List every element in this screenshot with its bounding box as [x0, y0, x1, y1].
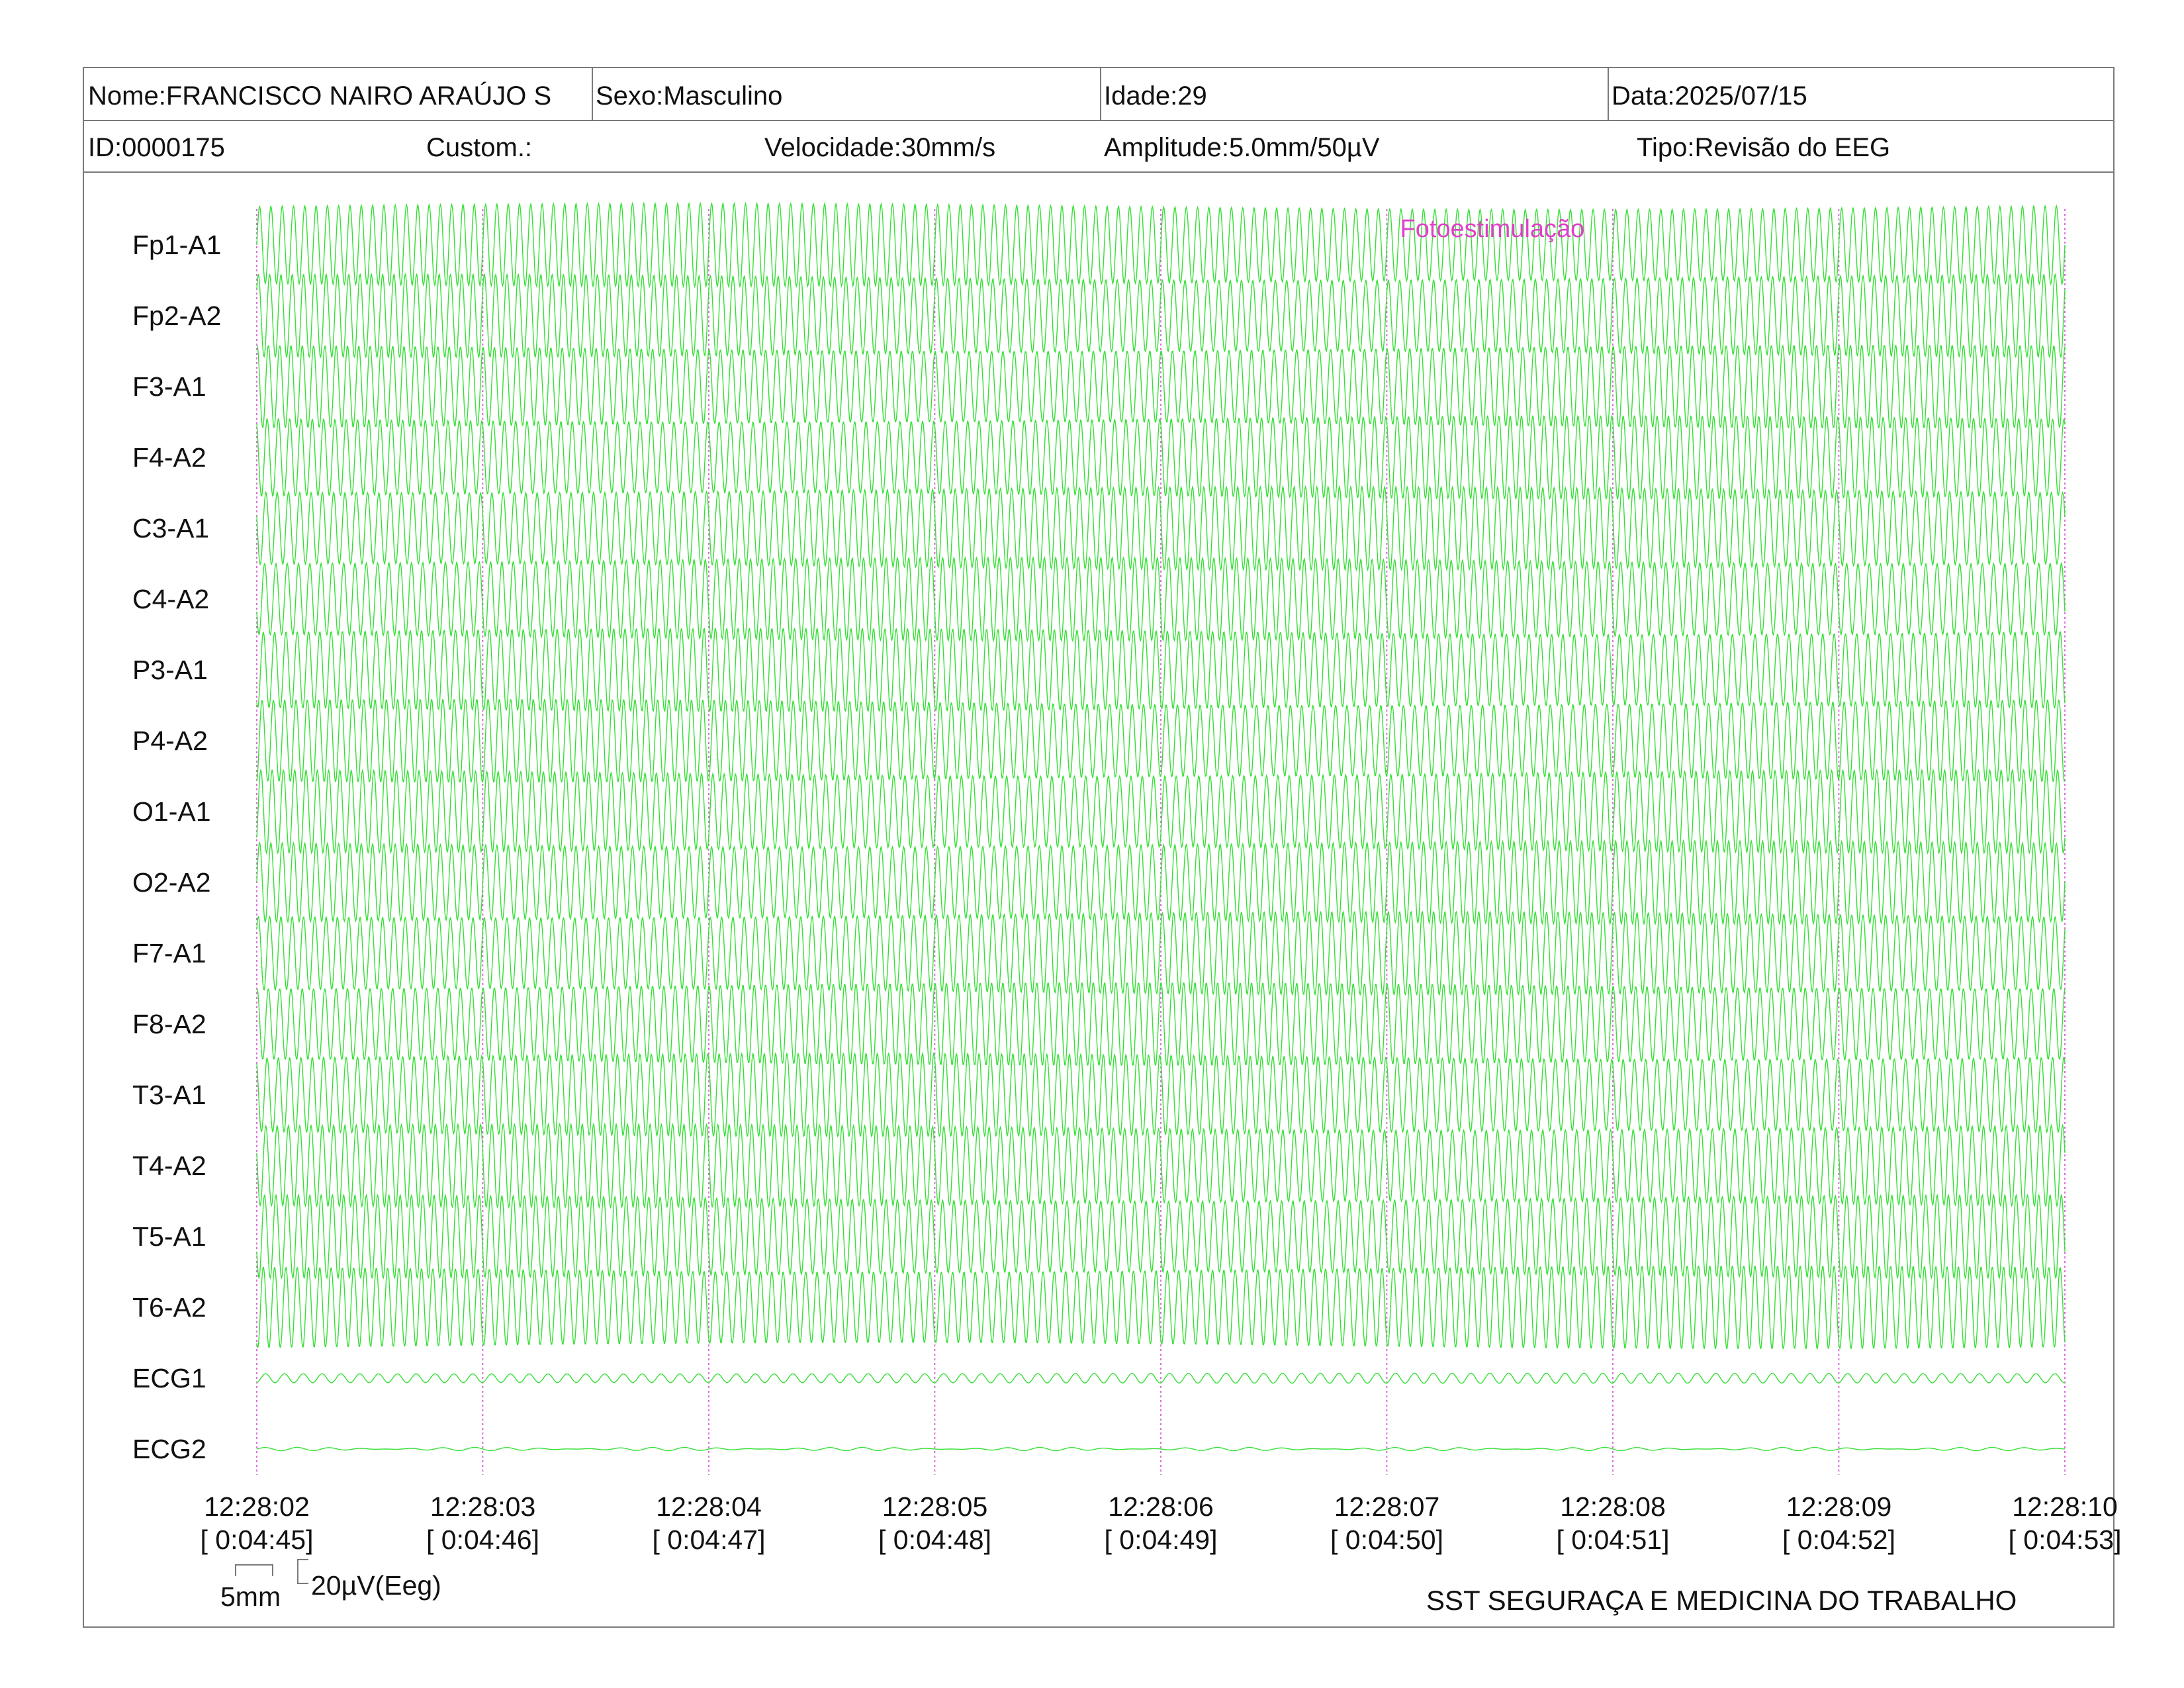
- channel-trace: [256, 628, 2066, 712]
- time-tick-clock: 12:28:07: [1334, 1491, 1440, 1522]
- header-divider-2: [84, 171, 2113, 173]
- channel-label: F3-A1: [132, 371, 206, 402]
- channel-trace: [256, 1265, 2066, 1350]
- channel-trace: [257, 982, 2066, 1066]
- time-tick-elapsed: [ 0:04:48]: [878, 1524, 991, 1555]
- channel-trace: [256, 1446, 2066, 1452]
- channel-trace: [256, 698, 2066, 783]
- time-tick-elapsed: [ 0:04:51]: [1557, 1524, 1670, 1555]
- channel-label: T6-A2: [132, 1292, 206, 1323]
- channel-label: F8-A2: [132, 1009, 206, 1039]
- time-tick-clock: 12:28:06: [1108, 1491, 1214, 1522]
- channel-label: P3-A1: [132, 655, 208, 685]
- channel-trace: [256, 414, 2066, 500]
- header-col-sep-2: [1100, 68, 1101, 121]
- channel-trace: [256, 1372, 2066, 1384]
- channel-trace: [256, 769, 2066, 855]
- annotations: Fotoestimulação: [1400, 215, 1585, 243]
- event-annotation: Fotoestimulação: [1400, 215, 1585, 243]
- channel-label: T5-A1: [132, 1221, 206, 1252]
- channel-label: F7-A1: [132, 938, 206, 968]
- patient-sex: Sexo:Masculino: [596, 81, 783, 111]
- time-tick-elapsed: [ 0:04:47]: [653, 1524, 766, 1555]
- channel-trace: [256, 345, 2066, 428]
- channel-trace: [256, 201, 2066, 289]
- channel-trace: [256, 273, 2066, 359]
- patient-name: Nome:FRANCISCO NAIRO ARAÚJO S: [88, 81, 552, 111]
- channel-trace: [256, 1194, 2066, 1280]
- channel-label: ECG1: [132, 1363, 206, 1393]
- time-tick-clock: 12:28:08: [1560, 1491, 1666, 1522]
- exam-date: Data:2025/07/15: [1612, 81, 1807, 111]
- channel-label: T4-A2: [132, 1150, 206, 1181]
- header-divider-1: [84, 120, 2113, 121]
- channel-label: C4-A2: [132, 584, 209, 614]
- time-tick-elapsed: [ 0:04:45]: [201, 1524, 314, 1555]
- time-tick-clock: 12:28:03: [430, 1491, 536, 1522]
- time-tick-elapsed: [ 0:04:50]: [1330, 1524, 1443, 1555]
- channel-trace: [256, 1052, 2066, 1138]
- time-tick-elapsed: [ 0:04:46]: [426, 1524, 539, 1555]
- channel-trace: [256, 1122, 2066, 1209]
- time-tick-clock: 12:28:04: [656, 1491, 762, 1522]
- time-tick-clock: 12:28:10: [2012, 1491, 2118, 1522]
- time-tick-clock: 12:28:09: [1786, 1491, 1892, 1522]
- patient-age: Idade:29: [1104, 81, 1207, 111]
- channel-labels: Fp1-A1 Fp2-A2 F3-A1 F4-A2 C3-A1 C4-A2 P3-A1 P4-…: [132, 230, 221, 1464]
- header-col-sep-1: [592, 68, 593, 121]
- channel-trace: [256, 910, 2066, 996]
- time-axis: 12:28:02[ 0:04:45] 12:28:03[ 0:04:46] 12:2…: [201, 1491, 2122, 1555]
- speed-setting: Velocidade:30mm/s: [764, 133, 996, 162]
- time-scale-bracket: [235, 1564, 273, 1576]
- time-tick-elapsed: [ 0:04:49]: [1105, 1524, 1218, 1555]
- header-col-sep-3: [1608, 68, 1609, 121]
- channel-label: C3-A1: [132, 513, 209, 543]
- channel-label: T3-A1: [132, 1080, 206, 1110]
- trace-layer: [256, 201, 2066, 1452]
- review-type: Tipo:Revisão do EEG: [1637, 133, 1891, 162]
- channel-trace: [256, 555, 2066, 643]
- report-frame: Nome:FRANCISCO NAIRO ARAÚJO S Sexo:Mascu…: [83, 67, 2115, 1628]
- time-tick-elapsed: [ 0:04:52]: [1782, 1524, 1895, 1555]
- channel-label: Fp1-A1: [132, 230, 221, 260]
- channel-label: P4-A2: [132, 726, 208, 756]
- organization-name: SST SEGURAÇA E MEDICINA DO TRABALHO: [1426, 1585, 2017, 1616]
- amp-scale-bracket: [297, 1559, 308, 1584]
- time-tick-clock: 12:28:02: [204, 1491, 310, 1522]
- channel-label: O2-A2: [132, 867, 211, 898]
- channel-label: O1-A1: [132, 796, 211, 827]
- time-tick-clock: 12:28:05: [882, 1491, 988, 1522]
- channel-trace: [256, 485, 2066, 572]
- amplitude-setting: Amplitude:5.0mm/50µV: [1104, 133, 1380, 162]
- patient-id: ID:0000175: [88, 133, 225, 162]
- channel-label: ECG2: [132, 1434, 206, 1464]
- channel-label: Fp2-A2: [132, 301, 221, 331]
- time-scale-label: 5mm: [220, 1581, 281, 1612]
- channel-trace: [256, 839, 2066, 926]
- channel-label: F4-A2: [132, 442, 206, 473]
- custom-field: Custom.:: [426, 133, 533, 162]
- amp-scale-label: 20µV(Eeg): [311, 1570, 441, 1601]
- time-tick-elapsed: [ 0:04:53]: [2009, 1524, 2122, 1555]
